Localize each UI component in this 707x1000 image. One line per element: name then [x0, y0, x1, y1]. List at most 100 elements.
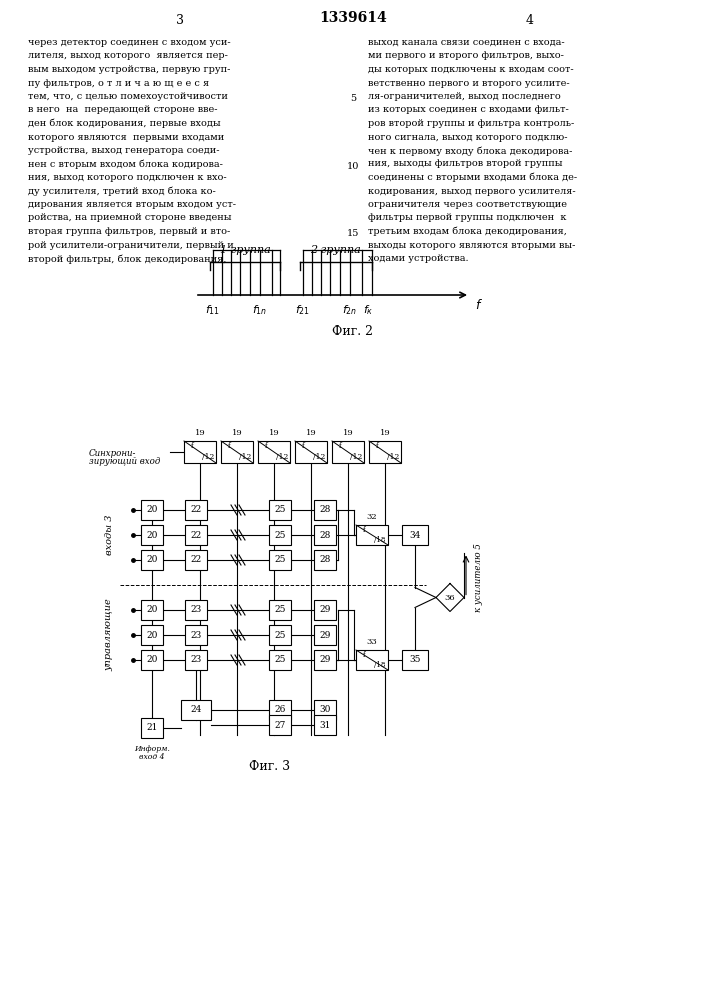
- Text: /12: /12: [387, 454, 399, 462]
- Text: ветственно первого и второго усилите-: ветственно первого и второго усилите-: [368, 79, 570, 88]
- Text: 20: 20: [146, 530, 158, 540]
- Text: вторая группа фильтров, первый и вто-: вторая группа фильтров, первый и вто-: [28, 227, 230, 236]
- Text: 23: 23: [190, 631, 201, 640]
- Text: третьим входам блока декодирования,: третьим входам блока декодирования,: [368, 227, 567, 236]
- Bar: [269, 715, 291, 735]
- Bar: [314, 650, 336, 670]
- Text: 21: 21: [146, 724, 158, 732]
- Text: выход канала связи соединен с входа-: выход канала связи соединен с входа-: [368, 38, 565, 47]
- Bar: [314, 500, 336, 520]
- Bar: [141, 550, 163, 570]
- Text: ходами устройства.: ходами устройства.: [368, 254, 469, 263]
- Text: Фиг. 3: Фиг. 3: [250, 760, 291, 773]
- Text: $f_{1n}$: $f_{1n}$: [252, 303, 268, 317]
- Bar: [269, 550, 291, 570]
- Text: дирования является вторым входом уст-: дирования является вторым входом уст-: [28, 200, 236, 209]
- Bar: [314, 550, 336, 570]
- Text: $f$: $f$: [475, 298, 483, 312]
- Text: 29: 29: [320, 605, 331, 614]
- Bar: [269, 500, 291, 520]
- Text: 1339614: 1339614: [319, 11, 387, 25]
- Bar: [141, 500, 163, 520]
- Text: устройства, выход генератора соеди-: устройства, выход генератора соеди-: [28, 146, 219, 155]
- Bar: [314, 525, 336, 545]
- Text: 1 группа: 1 группа: [220, 245, 270, 255]
- Text: /12: /12: [350, 454, 362, 462]
- Text: 20: 20: [146, 506, 158, 514]
- Text: соединены с вторыми входами блока де-: соединены с вторыми входами блока де-: [368, 173, 577, 182]
- Text: 25: 25: [274, 656, 286, 664]
- Text: рой усилители-ограничители, первый и: рой усилители-ограничители, первый и: [28, 240, 234, 249]
- Text: ров второй группы и фильтра контроль-: ров второй группы и фильтра контроль-: [368, 119, 574, 128]
- Text: через детектор соединен с входом уси-: через детектор соединен с входом уси-: [28, 38, 230, 47]
- Text: фильтры первой группы подключен  к: фильтры первой группы подключен к: [368, 214, 566, 223]
- Bar: [356, 650, 388, 670]
- Text: тем, что, с целью помехоустойчивости: тем, что, с целью помехоустойчивости: [28, 92, 228, 101]
- Text: 28: 28: [320, 556, 331, 564]
- Bar: [141, 525, 163, 545]
- Text: к усилителю 5: к усилителю 5: [474, 543, 483, 612]
- Text: f: f: [339, 442, 341, 450]
- Text: 27: 27: [274, 720, 286, 730]
- Text: второй фильтры, блок декодирования,: второй фильтры, блок декодирования,: [28, 254, 226, 263]
- Bar: [402, 650, 428, 670]
- Text: чен к первому входу блока декодирова-: чен к первому входу блока декодирова-: [368, 146, 573, 155]
- Text: 25: 25: [274, 605, 286, 614]
- Text: 19: 19: [269, 429, 279, 437]
- Text: f: f: [375, 442, 378, 450]
- Text: нен с вторым входом блока кодирова-: нен с вторым входом блока кодирова-: [28, 159, 223, 169]
- Text: 20: 20: [146, 556, 158, 564]
- Text: 35: 35: [409, 656, 421, 664]
- Text: .: .: [351, 10, 355, 20]
- Bar: [185, 650, 207, 670]
- Text: 29: 29: [320, 656, 331, 664]
- Text: в него  на  передающей стороне вве-: в него на передающей стороне вве-: [28, 105, 218, 114]
- Text: 28: 28: [320, 506, 331, 514]
- Text: 26: 26: [274, 706, 286, 714]
- Bar: [141, 718, 163, 738]
- Text: которого являются  первыми входами: которого являются первыми входами: [28, 132, 224, 141]
- Bar: [221, 441, 253, 463]
- Bar: [185, 625, 207, 645]
- Text: 25: 25: [274, 631, 286, 640]
- Bar: [314, 715, 336, 735]
- Text: вым выходом устройства, первую груп-: вым выходом устройства, первую груп-: [28, 65, 230, 74]
- Bar: [185, 525, 207, 545]
- Text: ды которых подключены к входам соот-: ды которых подключены к входам соот-: [368, 65, 573, 74]
- Polygon shape: [436, 584, 464, 611]
- Text: /12: /12: [239, 454, 251, 462]
- Text: 30: 30: [320, 706, 331, 714]
- Text: f: f: [302, 442, 305, 450]
- Bar: [181, 700, 211, 720]
- Text: 20: 20: [146, 631, 158, 640]
- Text: ния, выходы фильтров второй группы: ния, выходы фильтров второй группы: [368, 159, 563, 168]
- Bar: [185, 600, 207, 620]
- Text: 20: 20: [146, 656, 158, 664]
- Text: ного сигнала, выход которого подклю-: ного сигнала, выход которого подклю-: [368, 132, 568, 141]
- Text: 28: 28: [320, 530, 331, 540]
- Text: Фиг. 2: Фиг. 2: [332, 325, 373, 338]
- Bar: [258, 441, 290, 463]
- Text: 22: 22: [190, 530, 201, 540]
- Text: $f_{2n}$: $f_{2n}$: [342, 303, 358, 317]
- Text: пу фильтров, о т л и ч а ю щ е е с я: пу фильтров, о т л и ч а ю щ е е с я: [28, 79, 209, 88]
- Bar: [356, 525, 388, 545]
- Text: вход 4: вход 4: [139, 753, 165, 761]
- Text: 19: 19: [232, 429, 243, 437]
- Text: 10: 10: [347, 162, 359, 171]
- Text: /12: /12: [201, 454, 214, 462]
- Bar: [369, 441, 401, 463]
- Text: f: f: [191, 442, 194, 450]
- Text: 5: 5: [350, 94, 356, 103]
- Text: Синхрони-: Синхрони-: [89, 449, 136, 458]
- Text: 31: 31: [320, 720, 331, 730]
- Text: 23: 23: [190, 656, 201, 664]
- Text: ду усилителя, третий вход блока ко-: ду усилителя, третий вход блока ко-: [28, 186, 216, 196]
- Text: 3: 3: [176, 13, 184, 26]
- Bar: [185, 500, 207, 520]
- Bar: [141, 650, 163, 670]
- Text: ля-ограничителей, выход последнего: ля-ограничителей, выход последнего: [368, 92, 561, 101]
- Text: f: f: [228, 442, 230, 450]
- Text: 32: 32: [367, 513, 378, 521]
- Text: 19: 19: [380, 429, 390, 437]
